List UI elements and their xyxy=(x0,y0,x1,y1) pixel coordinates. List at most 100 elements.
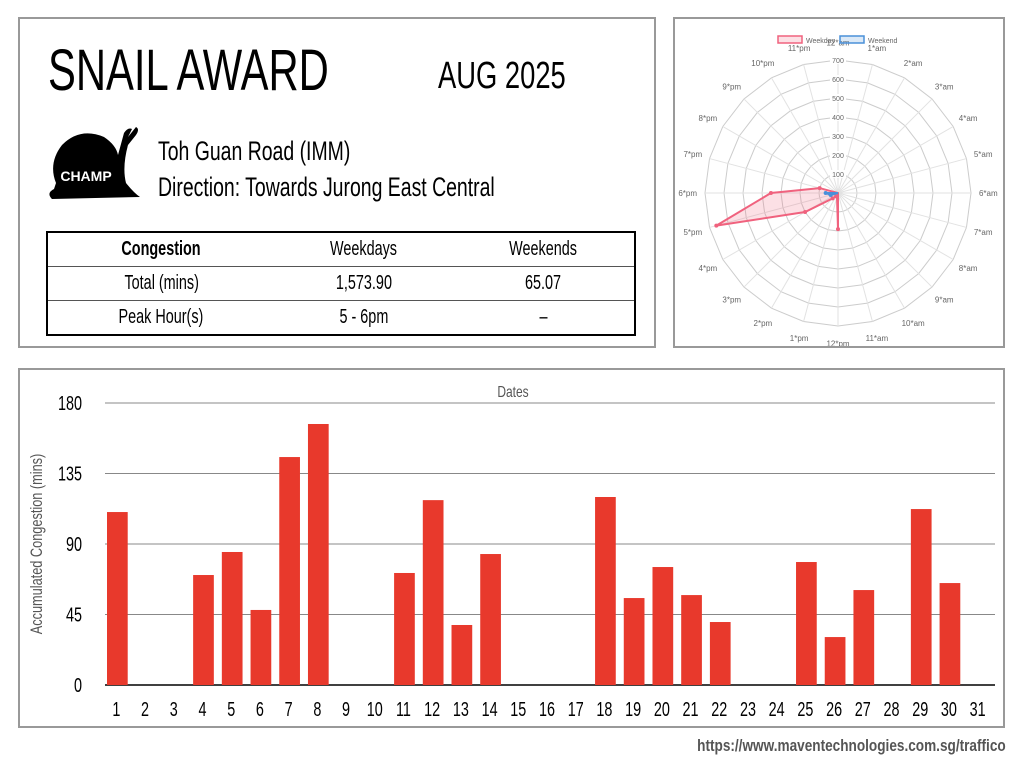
radar-hour-label: 1*pm xyxy=(790,334,809,343)
radar-point xyxy=(828,192,833,197)
radar-spoke xyxy=(771,192,839,309)
y-tick-label: 135 xyxy=(58,462,82,485)
bar-day-7 xyxy=(279,457,300,685)
x-tick-label: 25 xyxy=(797,698,813,721)
y-axis-title: Accumulated Congestion (mins) xyxy=(27,454,46,635)
radar-hour-label: 3*pm xyxy=(722,295,741,304)
radar-hour-label: 2*am xyxy=(904,59,923,68)
radar-spoke xyxy=(837,126,954,194)
radar-tick-bg xyxy=(830,151,846,159)
radar-tick-label: 400 xyxy=(832,115,844,122)
weekday-peak: 5 - 6pm xyxy=(339,306,389,328)
x-tick-label: 22 xyxy=(711,698,727,721)
radar-tick-bg xyxy=(830,170,846,178)
x-tick-label: 6 xyxy=(256,698,264,721)
logo-text: CHAMP xyxy=(60,168,111,184)
radar-spoke xyxy=(743,98,839,194)
x-tick-label: 9 xyxy=(342,698,350,721)
radar-hour-label: 5*am xyxy=(974,150,993,159)
radar-spoke xyxy=(837,158,967,194)
title-text: SNAIL AWARD xyxy=(48,38,329,103)
radar-hour-label: 4*pm xyxy=(699,264,718,273)
bar-day-29 xyxy=(910,509,932,685)
radar-panel: 12*am 1*am 2*am 3*am 4*am 5*am 6*am 7*am 8*am 9*a… xyxy=(673,17,1005,348)
x-tick-label: 4 xyxy=(198,698,206,721)
x-tick-label: 29 xyxy=(912,698,928,721)
x-tick-label: 19 xyxy=(625,698,641,721)
x-tick-label: 21 xyxy=(683,698,699,721)
congestion-table: Congestion Weekdays Weekends Total (mins… xyxy=(46,231,636,336)
x-tick-label: 8 xyxy=(313,698,321,721)
radar-point xyxy=(803,210,808,214)
y-tick-label: 45 xyxy=(66,603,82,626)
x-tick-label: 1 xyxy=(112,698,120,721)
radar-tick-label: 200 xyxy=(832,153,844,160)
legend-label-weekday: Weekday xyxy=(806,38,836,45)
url-text[interactable]: https://www.maventechnologies.com.sg/tra… xyxy=(697,736,1006,755)
radar-spoke xyxy=(837,192,954,260)
bar-day-22 xyxy=(709,622,731,685)
row-label: Total (mins) xyxy=(124,272,199,294)
legend-swatch-weekend xyxy=(839,35,865,44)
radar-spoke xyxy=(837,192,905,309)
x-tick-label: 23 xyxy=(740,698,756,721)
radar-tick-bg xyxy=(830,56,846,64)
radar-spoke xyxy=(837,192,933,288)
radar-hour-label: 8*pm xyxy=(699,114,718,123)
radar-hour-label: 4*am xyxy=(959,114,978,123)
road-name: Toh Guan Road (IMM) xyxy=(158,136,351,166)
row-label: Peak Hour(s) xyxy=(118,306,204,328)
radar-hour-label: 9*am xyxy=(935,295,954,304)
radar-point xyxy=(714,223,719,228)
bar-day-27 xyxy=(853,590,875,685)
radar-tick-bg xyxy=(830,75,846,83)
bar-day-30 xyxy=(939,583,961,685)
radar-tick-label: 600 xyxy=(832,77,844,84)
bar-day-8 xyxy=(307,423,329,685)
bar-day-1 xyxy=(107,512,128,685)
radar-spoke xyxy=(722,126,839,194)
bar-day-13 xyxy=(451,624,473,685)
radar-hour-label: 8*am xyxy=(959,264,978,273)
radar-hour-label: 5*pm xyxy=(683,228,702,237)
page-title: SNAIL AWARD xyxy=(48,37,438,104)
radar-hour-label: 1*am xyxy=(868,44,887,53)
radar-hour-label: 3*am xyxy=(935,83,954,92)
x-tick-label: 13 xyxy=(453,698,469,721)
x-tick-label: 11 xyxy=(396,698,411,721)
snail-icon xyxy=(49,127,140,199)
radar-hour-label: 7*pm xyxy=(683,150,702,159)
radar-spoke xyxy=(803,192,839,322)
y-tick-label: 180 xyxy=(58,392,82,415)
x-tick-label: 3 xyxy=(170,698,178,721)
footer-url[interactable]: https://www.maventechnologies.com.sg/tra… xyxy=(620,736,1006,756)
x-tick-label: 16 xyxy=(539,698,555,721)
radar-hour-label: 10*am xyxy=(902,319,925,328)
radar-spoke xyxy=(743,192,839,288)
radar-hour-label: 2*pm xyxy=(754,319,773,328)
direction: Direction: Towards Jurong East Central xyxy=(158,172,495,202)
table-row: Peak Hour(s) 5 - 6pm – xyxy=(47,300,635,335)
x-tick-label: 2 xyxy=(141,698,149,721)
weekend-total: 65.07 xyxy=(525,272,562,294)
radar-hour-label: 7*am xyxy=(974,228,993,237)
header-weekdays: Weekdays xyxy=(330,238,398,260)
x-tick-label: 26 xyxy=(826,698,842,721)
radar-point xyxy=(817,186,822,191)
radar-point xyxy=(768,191,773,195)
radar-hour-label: 12*am xyxy=(826,39,849,48)
bar-day-6 xyxy=(250,609,272,685)
radar-spoke xyxy=(709,158,839,194)
radar-spoke xyxy=(722,192,839,260)
bar-day-26 xyxy=(824,637,846,685)
weekend-peak: – xyxy=(539,306,548,328)
radar-tick-bg xyxy=(830,132,846,140)
x-tick-label: 20 xyxy=(654,698,670,721)
radar-spoke xyxy=(837,77,905,194)
radar-tick-bg xyxy=(830,113,846,121)
location: Toh Guan Road (IMM) Direction: Towards J… xyxy=(158,133,626,205)
header-congestion: Congestion xyxy=(121,238,201,260)
bar-day-4 xyxy=(193,575,214,685)
y-tick-label: 0 xyxy=(74,674,82,697)
